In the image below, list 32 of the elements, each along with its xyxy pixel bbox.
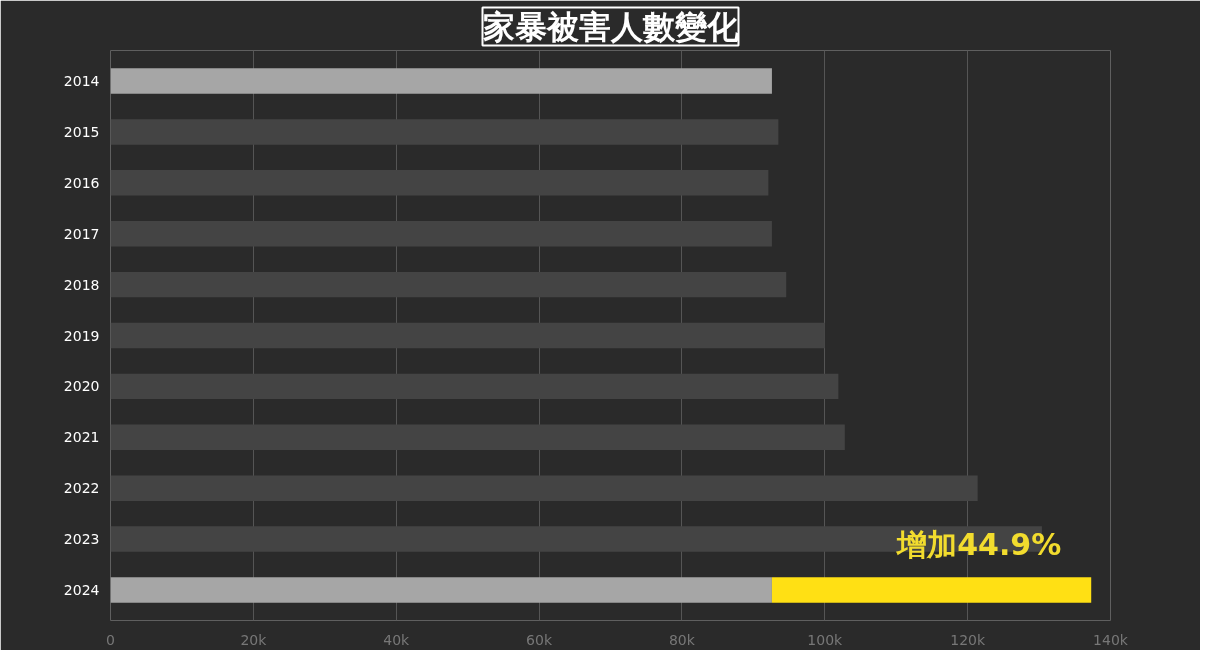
bar	[771, 577, 1092, 603]
y-tick-label: 2023	[63, 531, 100, 548]
bar	[110, 373, 839, 400]
y-tick-label: 2024	[63, 581, 100, 598]
bar	[110, 220, 772, 247]
x-tick-label: 0	[106, 631, 115, 648]
y-tick-label: 2021	[63, 429, 100, 446]
x-tick-label: 140k	[1093, 631, 1129, 648]
x-tick-label: 120k	[950, 631, 986, 648]
bar	[110, 424, 845, 451]
y-tick-label: 2015	[63, 123, 100, 140]
y-tick-label: 2016	[63, 174, 100, 191]
bar	[110, 170, 769, 196]
y-tick-label: 2020	[63, 378, 100, 395]
y-tick-label: 2019	[63, 327, 100, 344]
x-tick-label: 60k	[526, 631, 553, 648]
annotation: 增加44.9%	[895, 526, 1062, 562]
bar	[110, 577, 772, 603]
bar	[110, 68, 772, 94]
y-tick-label: 2014	[63, 73, 100, 90]
bar	[110, 475, 978, 501]
bar	[110, 271, 787, 298]
x-tick-label: 80k	[668, 631, 696, 648]
y-tick-label: 2018	[63, 276, 100, 293]
chart-title: 家暴被害人數變化	[482, 7, 740, 46]
x-tick-label: 20k	[240, 631, 268, 648]
x-tick-label: 40k	[383, 631, 411, 648]
bar	[110, 322, 825, 349]
y-tick-label: 2022	[63, 480, 100, 497]
bar	[110, 119, 779, 145]
x-tick-label: 100k	[807, 631, 844, 648]
y-tick-label: 2017	[63, 225, 100, 242]
